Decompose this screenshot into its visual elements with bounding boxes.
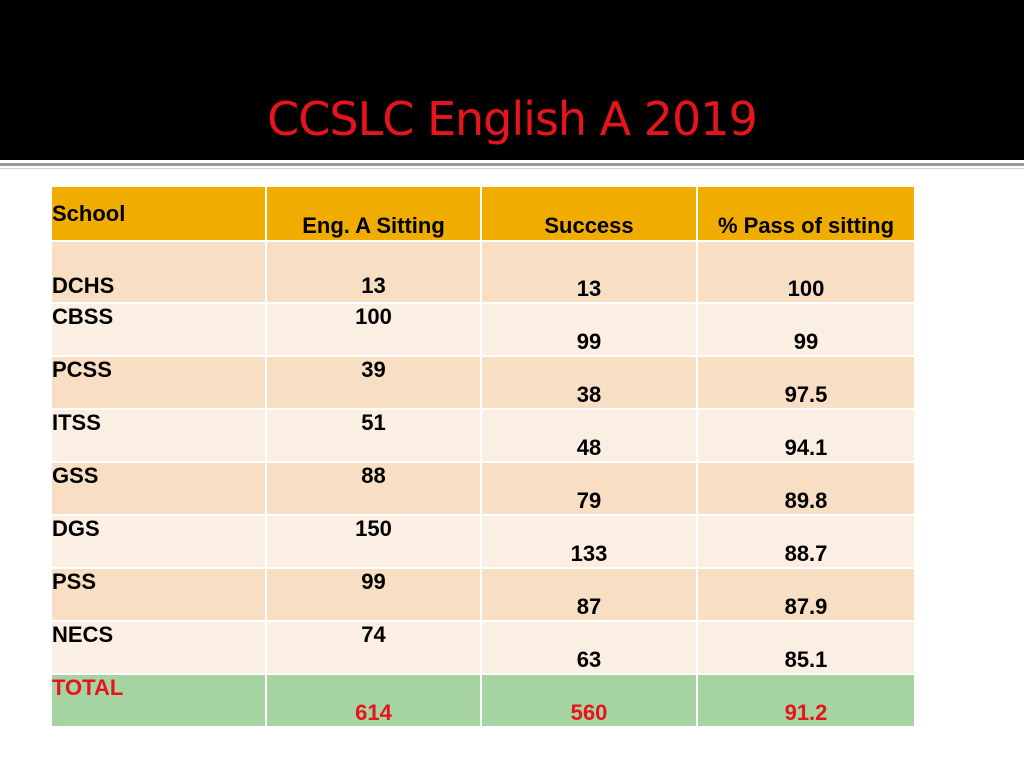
success-cell: 99	[482, 304, 698, 357]
success-cell: 133	[482, 516, 698, 569]
header-sitting: Eng. A Sitting	[267, 187, 482, 242]
total-row: TOTAL 614 560 91.2	[52, 675, 914, 728]
sitting-cell: 88	[267, 463, 482, 516]
total-pass-pct: 91.2	[698, 675, 914, 728]
pass-pct-cell: 100	[698, 242, 914, 304]
school-cell: PSS	[52, 569, 267, 622]
total-label: TOTAL	[52, 675, 267, 728]
sitting-cell: 13	[267, 242, 482, 304]
header-success: Success	[482, 187, 698, 242]
pass-pct-cell: 94.1	[698, 410, 914, 463]
table-row: PSS 99 87 87.9	[52, 569, 914, 622]
success-cell: 87	[482, 569, 698, 622]
success-cell: 63	[482, 622, 698, 675]
total-success: 560	[482, 675, 698, 728]
table-row: CBSS 100 99 99	[52, 304, 914, 357]
sitting-cell: 150	[267, 516, 482, 569]
school-cell: GSS	[52, 463, 267, 516]
success-cell: 48	[482, 410, 698, 463]
pass-pct-cell: 99	[698, 304, 914, 357]
table-row: ITSS 51 48 94.1	[52, 410, 914, 463]
table-row: DGS 150 133 88.7	[52, 516, 914, 569]
results-table: School Eng. A Sitting Success % Pass of …	[52, 187, 914, 728]
header-success-label: Success	[544, 213, 634, 238]
pass-pct-cell: 97.5	[698, 357, 914, 410]
success-cell: 13	[482, 242, 698, 304]
header-school: School	[52, 187, 267, 242]
sitting-cell: 100	[267, 304, 482, 357]
header-pass-pct-label: % Pass of sitting	[717, 213, 895, 238]
success-cell: 38	[482, 357, 698, 410]
pass-pct-cell: 88.7	[698, 516, 914, 569]
pass-pct-cell: 85.1	[698, 622, 914, 675]
header-pass-pct: % Pass of sitting	[698, 187, 914, 242]
sitting-cell: 39	[267, 357, 482, 410]
school-cell: NECS	[52, 622, 267, 675]
sitting-cell: 99	[267, 569, 482, 622]
school-cell: DGS	[52, 516, 267, 569]
divider-line-thin	[0, 168, 1024, 169]
divider-line	[0, 163, 1024, 166]
school-cell: CBSS	[52, 304, 267, 357]
school-cell: ITSS	[52, 410, 267, 463]
table-row: PCSS 39 38 97.5	[52, 357, 914, 410]
table-row: NECS 74 63 85.1	[52, 622, 914, 675]
sitting-cell: 74	[267, 622, 482, 675]
sitting-cell: 51	[267, 410, 482, 463]
header-sitting-label: Eng. A Sitting	[302, 213, 445, 238]
title-banner	[0, 0, 1024, 160]
pass-pct-cell: 87.9	[698, 569, 914, 622]
pass-pct-cell: 89.8	[698, 463, 914, 516]
school-cell: DCHS	[52, 242, 267, 304]
total-sitting: 614	[267, 675, 482, 728]
table-row: DCHS 13 13 100	[52, 242, 914, 304]
school-cell: PCSS	[52, 357, 267, 410]
table-header-row: School Eng. A Sitting Success % Pass of …	[52, 187, 914, 242]
slide-title: CCSLC English A 2019	[267, 92, 758, 146]
table-row: GSS 88 79 89.8	[52, 463, 914, 516]
success-cell: 79	[482, 463, 698, 516]
